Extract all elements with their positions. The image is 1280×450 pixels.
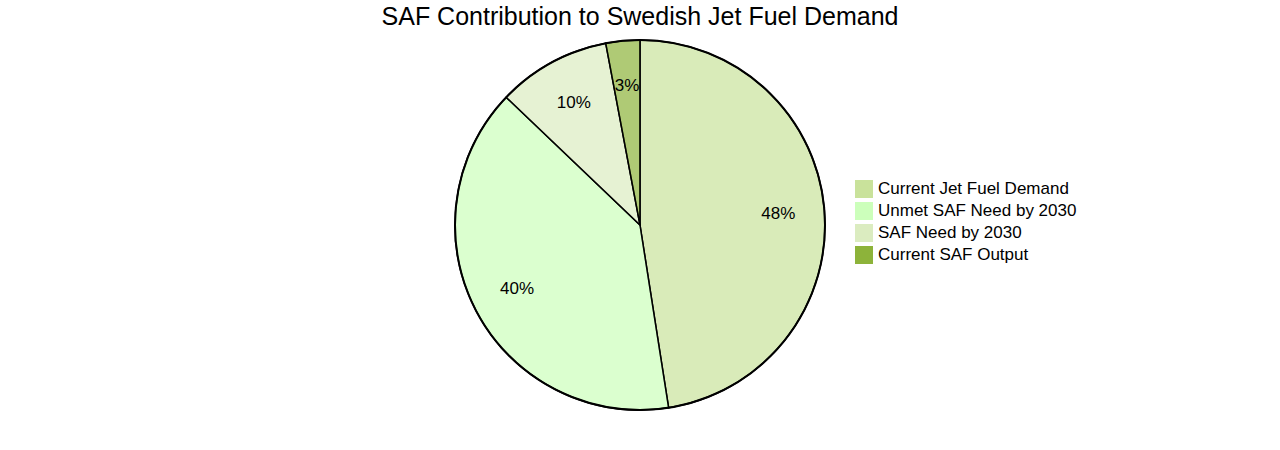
legend: Current Jet Fuel Demand Unmet SAF Need by… xyxy=(855,179,1076,264)
pie-slice xyxy=(640,40,825,408)
legend-item: SAF Need by 2030 xyxy=(855,223,1022,242)
pie-outline xyxy=(455,40,825,410)
data-label: 10% xyxy=(557,93,591,112)
legend-label: SAF Need by 2030 xyxy=(878,223,1022,242)
chart-title: SAF Contribution to Swedish Jet Fuel Dem… xyxy=(382,2,899,30)
data-label: 40% xyxy=(500,279,534,298)
legend-item: Current Jet Fuel Demand xyxy=(855,179,1069,198)
legend-label: Current Jet Fuel Demand xyxy=(878,179,1069,198)
chart: SAF Contribution to Swedish Jet Fuel Dem… xyxy=(0,0,1280,450)
legend-swatch xyxy=(855,202,873,220)
legend-item: Unmet SAF Need by 2030 xyxy=(855,201,1076,220)
legend-label: Unmet SAF Need by 2030 xyxy=(878,201,1076,220)
legend-label: Current SAF Output xyxy=(878,245,1029,264)
pie: 48% 40% 10% 3% xyxy=(455,40,825,410)
legend-swatch xyxy=(855,180,873,198)
pie-slice xyxy=(606,40,640,225)
legend-item: Current SAF Output xyxy=(855,245,1029,264)
legend-swatch xyxy=(855,224,873,242)
data-label: 3% xyxy=(615,76,640,95)
data-label: 48% xyxy=(761,204,795,223)
legend-swatch xyxy=(855,246,873,264)
